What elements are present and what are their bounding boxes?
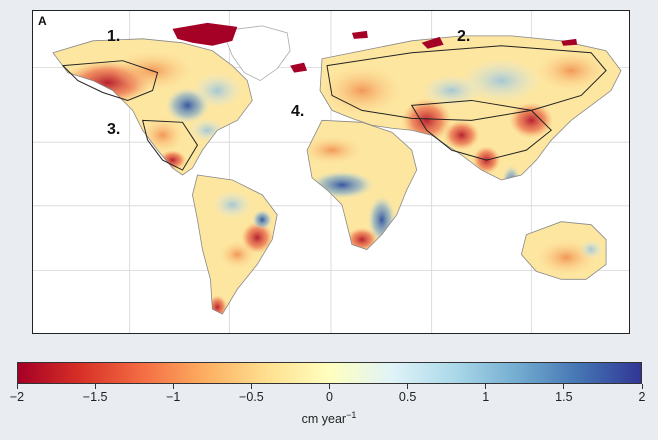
units-text: cm year	[301, 412, 347, 427]
region-label-2: 2.	[457, 28, 471, 45]
region-label-4: 4.	[291, 103, 305, 120]
colorbar-tick	[250, 384, 252, 389]
map-panel: A 1. 2. 3. 4.	[32, 10, 630, 334]
colorbar-tick	[641, 384, 643, 389]
colorbar-tick	[563, 384, 565, 389]
colorbar-tick	[485, 384, 487, 389]
colorbar-tick-label: −1	[166, 390, 181, 404]
colorbar-tick	[329, 384, 330, 389]
units-exponent: −1	[346, 410, 357, 420]
colorbar-tick-label: 0	[326, 390, 333, 404]
arctic-islands	[172, 22, 578, 73]
colorbar-units: cm year−1	[0, 410, 658, 426]
colorbar-tick-label: 1.5	[555, 390, 573, 404]
coastlines	[52, 35, 622, 315]
greenland	[221, 25, 291, 82]
colorbar-tick-label: −0.5	[239, 390, 264, 404]
colorbar-tick-label: 2	[638, 390, 646, 404]
colorbar-tick-label: −2	[9, 390, 25, 404]
colorbar-tick-label: 0.5	[398, 390, 417, 404]
region-outlines	[61, 45, 607, 171]
region-label-1: 1.	[107, 28, 121, 45]
colorbar-tick	[94, 384, 96, 389]
colorbar-tick-label: 1	[482, 390, 490, 404]
colorbar-tick	[172, 384, 174, 389]
colorbar	[17, 362, 642, 384]
colorbar-tick-label: −1.5	[82, 390, 108, 404]
region-label-3: 3.	[107, 121, 121, 138]
colorbar-tick	[16, 384, 18, 389]
world-map	[33, 11, 629, 333]
panel-letter: A	[38, 14, 47, 28]
colorbar-tick	[407, 384, 409, 389]
